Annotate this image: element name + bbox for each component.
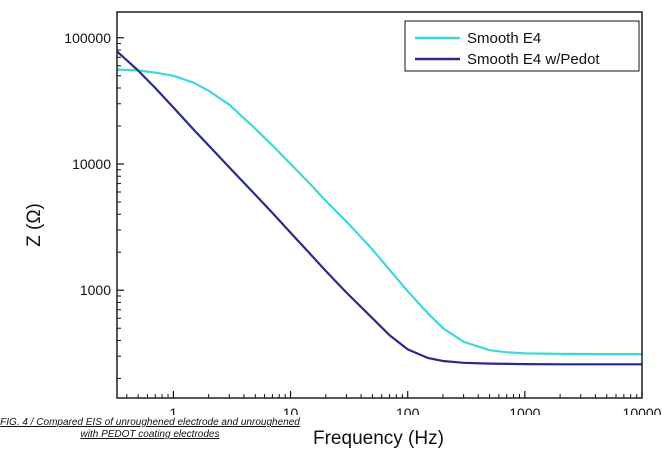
x-tick-label: 100 <box>396 405 420 415</box>
x-tick-label: 10 <box>283 405 299 415</box>
eis-chart: 1 10 100 1000 10000 1000 10000 100000 Z (Ω) Smo… <box>0 0 662 415</box>
y-axis-label: Z (Ω) <box>24 203 45 247</box>
caption-line-1: FIG. 4 / Compared EIS of unroughened ele… <box>0 417 300 429</box>
legend-label-2: Smooth E4 w/Pedot <box>467 51 600 68</box>
figure-caption: FIG. 4 / Compared EIS of unroughened ele… <box>0 417 300 441</box>
series-line-1 <box>117 70 642 355</box>
x-tick-label: 1000 <box>509 405 540 415</box>
x-tick-label: 1 <box>170 405 178 415</box>
y-tick-label: 100000 <box>64 30 111 46</box>
y-tick-label: 1000 <box>80 282 111 298</box>
caption-line-2: with PEDOT coating electrodes <box>0 429 300 441</box>
series-line-2 <box>117 51 642 364</box>
legend-label-1: Smooth E4 <box>467 30 541 47</box>
y-tick-label: 10000 <box>72 156 111 172</box>
x-axis-label-html: Frequency (Hz) <box>313 428 444 450</box>
x-tick-label: 10000 <box>623 405 662 415</box>
